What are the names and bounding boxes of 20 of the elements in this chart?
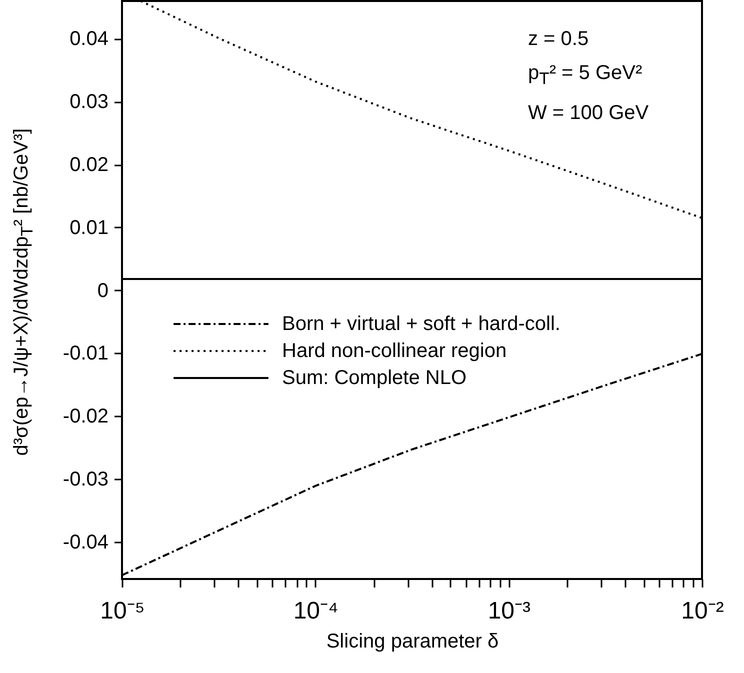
legend-label: Sum: Complete NLO	[282, 367, 467, 389]
annotation: z = 0.5	[528, 27, 590, 52]
legend-label: Hard non-collinear region	[282, 340, 507, 362]
x-tick-label: 10⁻³	[488, 598, 531, 624]
x-tick-label: 10⁻²	[681, 598, 724, 624]
x-axis-title: Slicing parameter δ	[326, 630, 499, 652]
y-tick-label: 0.01	[70, 216, 108, 239]
y-tick-label: 0.04	[70, 28, 108, 50]
y-tick-label: -0.03	[62, 468, 108, 490]
y-tick-label: 0.03	[70, 91, 108, 114]
x-tick-label: 10⁻⁵	[100, 598, 145, 624]
y-tick-label: -0.01	[62, 342, 108, 365]
legend-label: Born + virtual + soft + hard-coll.	[282, 313, 560, 335]
y-tick-label: -0.04	[62, 531, 108, 554]
annotation: p$_{T}$² = 5 GeV²	[528, 61, 644, 90]
y-tick-label: 0	[97, 280, 108, 302]
y-tick-label: 0.02	[70, 154, 108, 176]
y-tick-label: -0.02	[62, 406, 108, 428]
x-tick-label: 10⁻⁴	[293, 598, 338, 624]
annotation: W = 100 GeV	[528, 101, 649, 126]
